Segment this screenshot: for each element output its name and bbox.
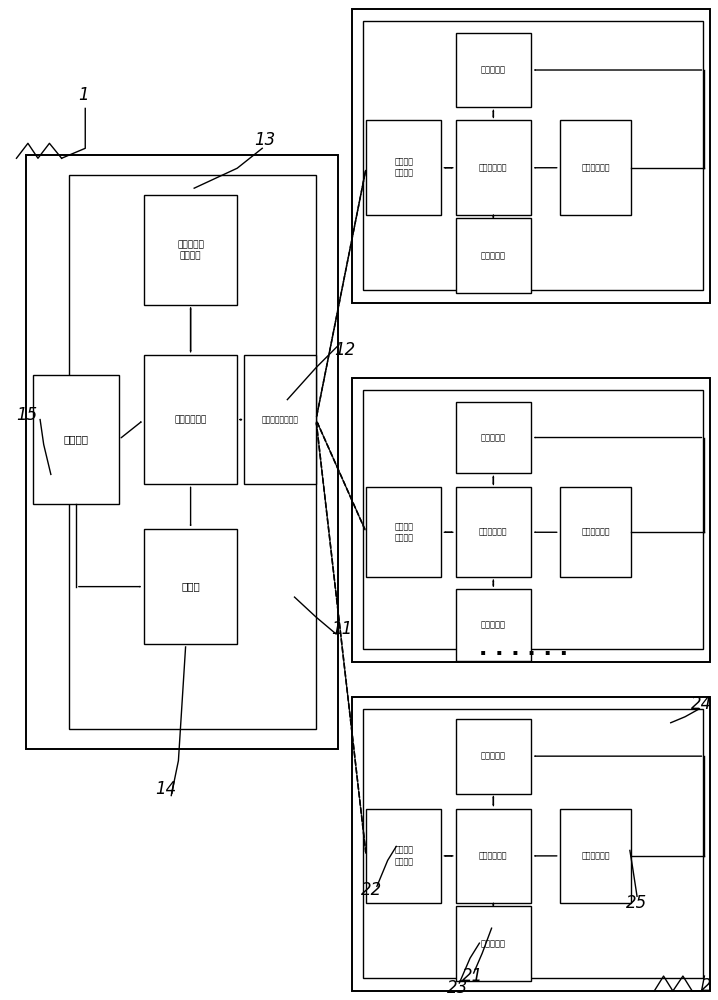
Bar — [352, 378, 710, 662]
Bar — [456, 719, 531, 794]
Text: 温度传感器: 温度传感器 — [481, 752, 506, 761]
Text: 25: 25 — [626, 894, 648, 912]
Bar — [456, 589, 531, 661]
Bar — [352, 9, 710, 303]
Bar — [363, 21, 703, 290]
Text: 中央处理单元: 中央处理单元 — [174, 415, 207, 424]
Bar — [456, 33, 531, 107]
Text: 第二无线
通讯模块: 第二无线 通讯模块 — [394, 846, 414, 866]
Text: 水流传感器: 水流传感器 — [481, 939, 506, 948]
Bar — [366, 120, 442, 215]
Text: 水流传感器: 水流传感器 — [481, 621, 506, 630]
Bar — [244, 355, 316, 484]
Bar — [456, 120, 531, 215]
Bar — [363, 709, 703, 978]
Text: 第二无线
通讯模块: 第二无线 通讯模块 — [394, 522, 414, 542]
Text: 电磁阀: 电磁阀 — [181, 582, 200, 592]
Bar — [366, 809, 442, 903]
Text: 水流量电磁块: 水流量电磁块 — [582, 851, 610, 860]
Bar — [456, 906, 531, 981]
Text: 14: 14 — [155, 780, 176, 798]
Bar — [559, 809, 631, 903]
Bar — [559, 120, 631, 215]
Text: 2: 2 — [701, 977, 712, 995]
Text: 15: 15 — [16, 406, 37, 424]
Text: 21: 21 — [462, 967, 482, 985]
Text: 12: 12 — [334, 341, 355, 359]
Text: 显示及按键
输入模块: 显示及按键 输入模块 — [177, 240, 204, 260]
Text: 感应处理单元: 感应处理单元 — [479, 528, 508, 537]
Bar — [559, 487, 631, 577]
Bar — [144, 529, 237, 644]
Text: 13: 13 — [253, 131, 275, 149]
Bar — [26, 155, 337, 749]
Text: 22: 22 — [361, 881, 383, 899]
Text: 感应处理单元: 感应处理单元 — [479, 851, 508, 860]
Text: 24: 24 — [691, 695, 712, 713]
Bar — [456, 487, 531, 577]
Bar — [456, 402, 531, 473]
Text: 水流量电磁块: 水流量电磁块 — [582, 528, 610, 537]
Text: 第一无线通讯模块: 第一无线通讯模块 — [261, 415, 299, 424]
Text: 水流量电磁块: 水流量电磁块 — [582, 163, 610, 172]
Bar — [456, 809, 531, 903]
Text: 1: 1 — [78, 86, 88, 104]
Bar — [33, 375, 119, 504]
Text: 水流传感器: 水流传感器 — [481, 251, 506, 260]
Bar — [144, 355, 237, 484]
Text: 第一无线
通讯模块: 第一无线 通讯模块 — [394, 158, 414, 178]
Text: 11: 11 — [331, 620, 353, 638]
Bar — [352, 697, 710, 991]
Bar — [456, 218, 531, 293]
Text: 23: 23 — [447, 979, 469, 997]
Text: 温度传感器: 温度传感器 — [481, 66, 506, 75]
Bar — [366, 487, 442, 577]
Text: 温度传感器: 温度传感器 — [481, 433, 506, 442]
Bar — [69, 175, 316, 729]
Bar — [144, 195, 237, 305]
Bar — [363, 390, 703, 649]
Text: 感应处理单元: 感应处理单元 — [479, 163, 508, 172]
Text: 电源模块: 电源模块 — [63, 435, 88, 445]
Text: · · · · · ·: · · · · · · — [480, 644, 569, 664]
